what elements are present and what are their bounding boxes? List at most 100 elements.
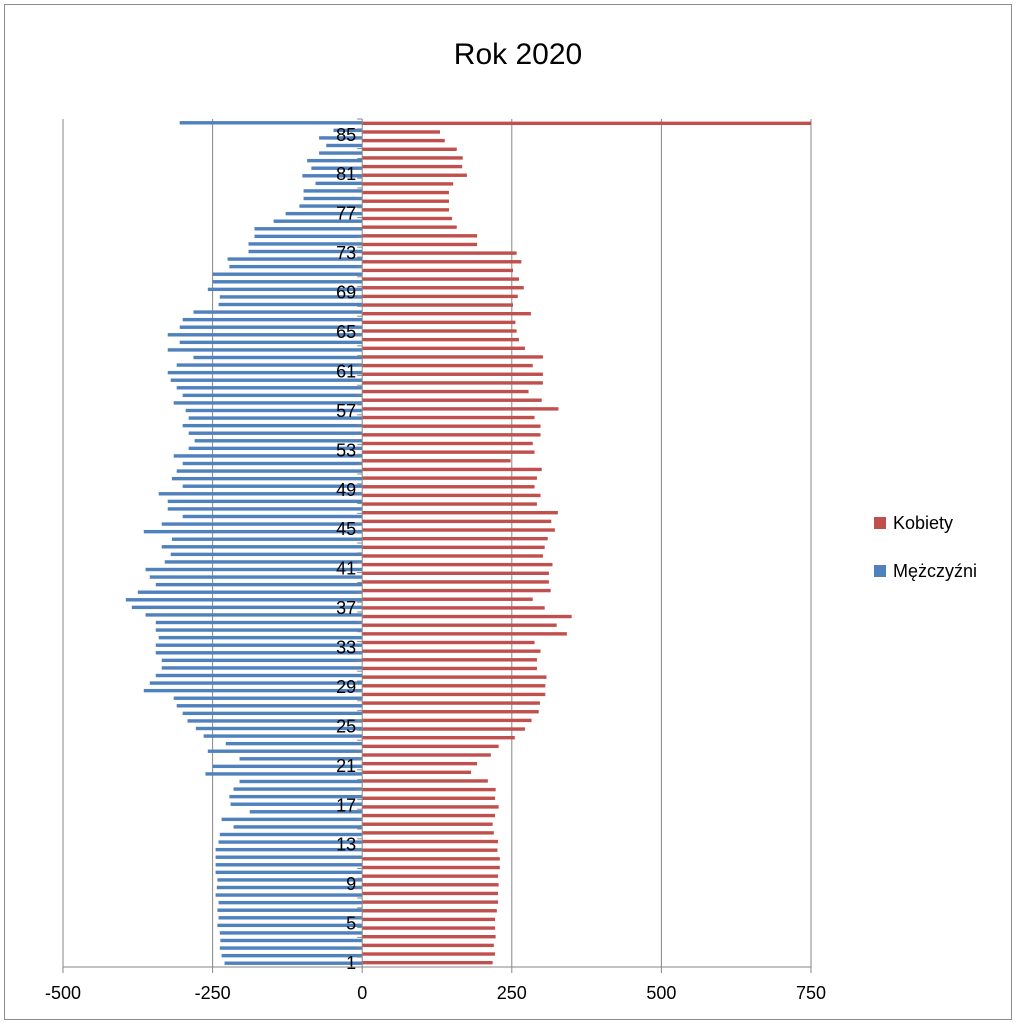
bar-kobiety (362, 606, 545, 610)
bar-mezczyzni (217, 908, 363, 912)
bar-mezczyzni (161, 658, 363, 663)
bar-kobiety (362, 493, 541, 498)
bar-mezczyzni (155, 628, 363, 632)
bar-kobiety (362, 311, 531, 316)
age-tick-label: 49 (336, 480, 356, 500)
bar-mezczyzni (143, 529, 363, 534)
bar-mezczyzni (149, 681, 363, 685)
bar-kobiety (362, 805, 499, 809)
bar-mezczyzni (326, 143, 363, 148)
bar-kobiety (362, 216, 452, 221)
bar-kobiety (362, 848, 498, 852)
bar-kobiety (362, 467, 542, 472)
bar-kobiety (362, 753, 491, 757)
bar-kobiety (362, 372, 543, 376)
bar-kobiety (362, 891, 499, 896)
bar-mezczyzni (188, 446, 363, 451)
age-tick-label: 9 (346, 874, 356, 894)
bar-mezczyzni (205, 772, 363, 776)
bar-mezczyzni (158, 635, 363, 640)
bar-mezczyzni (149, 575, 363, 579)
bar-kobiety (362, 268, 513, 273)
bar-kobiety (362, 234, 478, 238)
bar-mezczyzni (193, 355, 363, 360)
bar-kobiety (362, 424, 541, 428)
bar-kobiety (362, 415, 535, 420)
bar-kobiety (362, 761, 478, 766)
bar-mezczyzni (212, 280, 363, 284)
bar-kobiety (362, 433, 541, 437)
legend-swatch (874, 517, 886, 529)
bar-mezczyzni (215, 855, 363, 859)
age-tick-label: 37 (336, 598, 356, 618)
bar-mezczyzni (155, 673, 363, 678)
age-tick-label: 53 (336, 440, 356, 460)
bar-mezczyzni (273, 219, 363, 223)
legend-swatch (874, 565, 886, 577)
bar-kobiety (362, 597, 533, 601)
bar-mezczyzni (218, 302, 363, 307)
age-tick-label: 5 (346, 914, 356, 934)
bar-mezczyzni (171, 476, 363, 481)
bar-kobiety (362, 623, 557, 627)
age-tick-label: 21 (336, 756, 356, 776)
bar-mezczyzni (182, 393, 363, 398)
bar-mezczyzni (225, 741, 363, 746)
bar-mezczyzni (218, 900, 363, 905)
bar-kobiety (362, 294, 518, 299)
bar-kobiety (362, 796, 496, 800)
bar-kobiety (362, 960, 493, 965)
bar-mezczyzni (155, 651, 363, 655)
bar-mezczyzni (167, 370, 363, 375)
bar-kobiety (362, 770, 472, 775)
bar-kobiety (362, 545, 545, 550)
bar-mezczyzni (233, 825, 363, 829)
bar-kobiety (362, 277, 519, 281)
bar-kobiety (362, 459, 511, 463)
bar-kobiety (362, 909, 497, 913)
bar-mezczyzni (254, 234, 363, 239)
bar-kobiety (362, 865, 500, 870)
bar-mezczyzni (311, 166, 363, 170)
bar-mezczyzni (212, 272, 363, 276)
bar-mezczyzni (315, 181, 363, 186)
bar-mezczyzni (170, 378, 363, 382)
bar-mezczyzni (161, 522, 363, 526)
bar-kobiety (362, 831, 494, 835)
bar-kobiety (362, 398, 542, 402)
bar-mezczyzni (182, 711, 363, 716)
bar-mezczyzni (249, 810, 363, 814)
bar-mezczyzni (224, 961, 363, 965)
bar-mezczyzni (219, 295, 363, 299)
bar-mezczyzni (155, 643, 363, 647)
age-tick-label: 61 (336, 361, 356, 381)
bar-mezczyzni (173, 454, 363, 458)
bar-mezczyzni (155, 620, 363, 625)
bar-kobiety (362, 718, 532, 723)
bar-kobiety (362, 121, 811, 126)
bar-mezczyzni (307, 158, 363, 163)
bar-mezczyzni (218, 916, 363, 920)
bar-mezczyzni (219, 931, 363, 935)
legend-label: Kobiety (893, 513, 953, 533)
bar-mezczyzni (167, 348, 363, 352)
bar-mezczyzni (182, 423, 363, 428)
bar-mezczyzni (219, 946, 363, 950)
legend-label: Mężczyźni (893, 561, 977, 581)
bar-kobiety (362, 943, 494, 948)
chart-frame: Rok 2020 1 5 9 13 17 21 25 29 33 37 41 45 49 53 57 61 65… (4, 4, 1012, 1020)
x-tick-label: 250 (497, 983, 527, 1003)
bar-mezczyzni (215, 847, 363, 852)
bar-mezczyzni (239, 757, 363, 761)
bar-mezczyzni (158, 492, 363, 496)
x-tick-label: 500 (646, 983, 676, 1003)
bar-kobiety (362, 727, 525, 731)
bar-kobiety (362, 389, 529, 394)
age-tick-label: 1 (346, 953, 356, 973)
bar-mezczyzni (176, 469, 363, 473)
bar-mezczyzni (193, 310, 363, 314)
bar-mezczyzni (131, 605, 363, 610)
bar-mezczyzni (182, 484, 363, 488)
bar-kobiety (362, 502, 537, 506)
bar-kobiety (362, 260, 522, 264)
